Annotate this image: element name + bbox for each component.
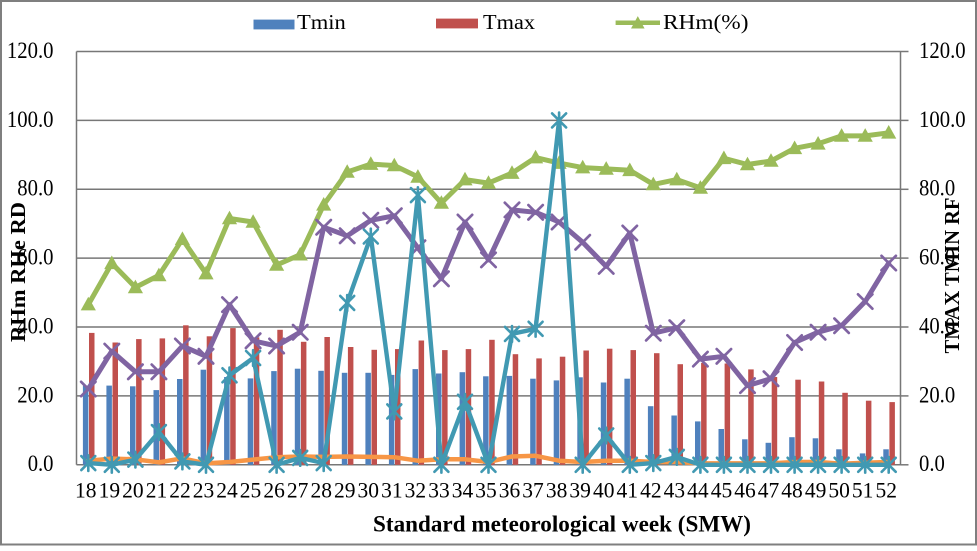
svg-text:60.0: 60.0 bbox=[919, 245, 955, 270]
svg-text:18: 18 bbox=[75, 478, 97, 503]
svg-text:Standard meteorological week (: Standard meteorological week (SMW) bbox=[373, 512, 751, 537]
svg-text:34: 34 bbox=[452, 478, 474, 503]
svg-text:42: 42 bbox=[640, 478, 662, 503]
svg-text:30: 30 bbox=[358, 478, 380, 503]
svg-text:120.0: 120.0 bbox=[7, 38, 54, 63]
svg-text:33: 33 bbox=[428, 478, 450, 503]
svg-text:29: 29 bbox=[334, 478, 356, 503]
svg-text:100.0: 100.0 bbox=[919, 107, 966, 132]
svg-text:26: 26 bbox=[263, 478, 285, 503]
svg-text:21: 21 bbox=[146, 478, 168, 503]
svg-text:52: 52 bbox=[876, 478, 898, 503]
svg-text:0.0: 0.0 bbox=[919, 451, 945, 476]
svg-text:48: 48 bbox=[781, 478, 803, 503]
svg-text:24: 24 bbox=[216, 478, 238, 503]
svg-text:22: 22 bbox=[169, 478, 191, 503]
svg-text:43: 43 bbox=[664, 478, 686, 503]
svg-text:RHm(%): RHm(%) bbox=[663, 10, 749, 34]
svg-text:40.0: 40.0 bbox=[17, 313, 53, 338]
svg-text:TMAX TMIN RF: TMAX TMIN RF bbox=[940, 198, 964, 354]
svg-text:40: 40 bbox=[593, 478, 615, 503]
svg-text:39: 39 bbox=[569, 478, 591, 503]
svg-text:20: 20 bbox=[122, 478, 144, 503]
svg-text:25: 25 bbox=[240, 478, 261, 503]
svg-text:45: 45 bbox=[711, 478, 733, 503]
svg-text:35: 35 bbox=[475, 478, 497, 503]
svg-text:80.0: 80.0 bbox=[919, 176, 955, 201]
svg-text:20.0: 20.0 bbox=[17, 382, 53, 407]
svg-text:28: 28 bbox=[311, 478, 333, 503]
svg-text:0.0: 0.0 bbox=[28, 451, 54, 476]
svg-text:Tmin: Tmin bbox=[297, 10, 346, 34]
svg-text:36: 36 bbox=[499, 478, 521, 503]
svg-text:38: 38 bbox=[546, 478, 568, 503]
svg-text:20.0: 20.0 bbox=[919, 382, 955, 407]
svg-text:46: 46 bbox=[734, 478, 756, 503]
svg-text:51: 51 bbox=[852, 478, 874, 503]
svg-text:80.0: 80.0 bbox=[17, 176, 53, 201]
svg-text:47: 47 bbox=[758, 478, 780, 503]
svg-text:50: 50 bbox=[828, 478, 850, 503]
svg-text:23: 23 bbox=[193, 478, 215, 503]
svg-text:49: 49 bbox=[805, 478, 827, 503]
svg-text:19: 19 bbox=[99, 478, 121, 503]
svg-text:31: 31 bbox=[381, 478, 403, 503]
svg-text:40.0: 40.0 bbox=[919, 313, 955, 338]
svg-text:27: 27 bbox=[287, 478, 309, 503]
svg-text:100.0: 100.0 bbox=[7, 107, 54, 132]
svg-text:120.0: 120.0 bbox=[919, 38, 966, 63]
svg-text:Tmax: Tmax bbox=[483, 10, 536, 34]
svg-text:60.0: 60.0 bbox=[17, 245, 53, 270]
svg-text:RHm RHe RD: RHm RHe RD bbox=[6, 202, 30, 342]
svg-text:37: 37 bbox=[522, 478, 544, 503]
svg-text:41: 41 bbox=[617, 478, 639, 503]
svg-text:32: 32 bbox=[405, 478, 427, 503]
svg-text:44: 44 bbox=[687, 478, 709, 503]
